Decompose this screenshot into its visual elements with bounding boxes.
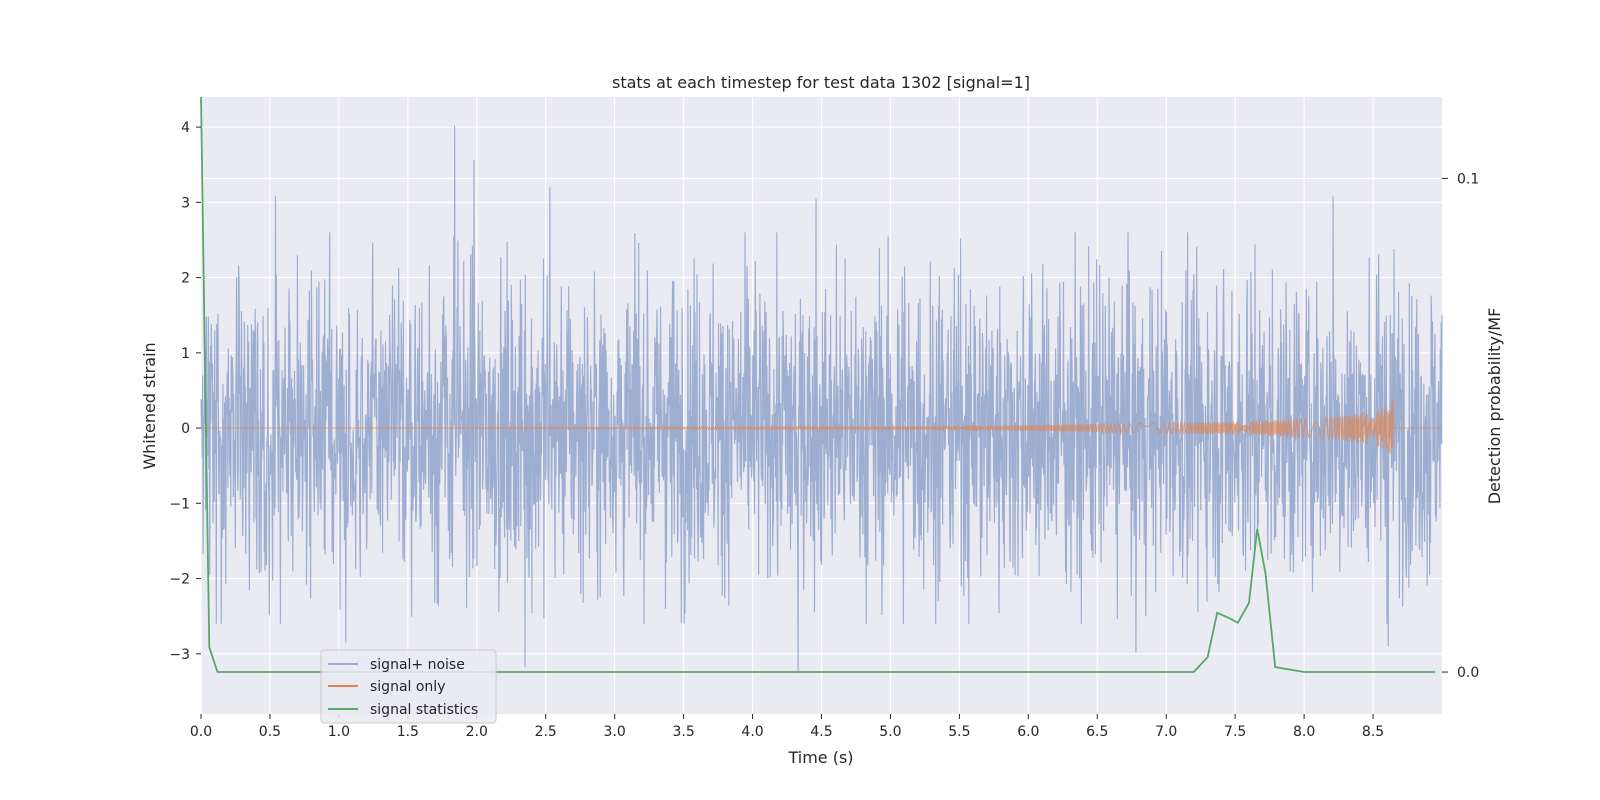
y-tick-label: 1 [181, 346, 190, 362]
x-tick-label: 7.5 [1224, 724, 1246, 740]
y2-axis-label: Detection probability/MF [1485, 308, 1504, 505]
x-tick-label: 7.0 [1155, 724, 1177, 740]
x-axis-label: Time (s) [787, 748, 853, 767]
y2-tick-label: 0.0 [1457, 665, 1479, 681]
x-tick-label: 2.5 [535, 724, 557, 740]
legend-label-signal-noise: signal+ noise [370, 657, 465, 673]
chart-title: stats at each timestep for test data 130… [612, 73, 1030, 92]
axes: 0.0 0.5 1.0 1.5 2.0 2.5 3.0 3.5 4.0 4.5 5.0 5.5 6.0 6… [169, 120, 1479, 740]
x-tick-label: 1.0 [328, 724, 350, 740]
x-tick-label: 8.0 [1293, 724, 1315, 740]
y2-tick-label: 0.1 [1457, 171, 1479, 187]
y-tick-label: −2 [169, 572, 190, 588]
legend-frame [320, 649, 497, 724]
x-tick-label: 5.5 [948, 724, 970, 740]
y-tick-label: −3 [169, 647, 190, 663]
x-tick-label: 4.0 [741, 724, 763, 740]
x-tick-label: 3.0 [604, 724, 626, 740]
y-axis-label: Whitened strain [140, 342, 159, 469]
x-tick-label: 6.5 [1086, 724, 1108, 740]
y-tick-label: 2 [181, 271, 190, 287]
x-tick-label: 1.5 [397, 724, 419, 740]
legend-label-signal-only: signal only [370, 679, 445, 695]
x-tick-label: 0.0 [190, 724, 212, 740]
legend: signal+ noise signal only signal statist… [320, 649, 497, 724]
y-tick-label: −1 [169, 496, 190, 512]
y-tick-label: 0 [181, 421, 190, 437]
y-tick-label: 3 [181, 195, 190, 211]
series-signal-statistics-line [200, 96, 1436, 673]
x-tick-label: 8.5 [1362, 724, 1384, 740]
x-tick-label: 2.0 [466, 724, 488, 740]
y-tick-label: 4 [181, 120, 190, 136]
x-tick-label: 0.5 [259, 724, 281, 740]
x-tick-label: 4.5 [810, 724, 832, 740]
series-signal-only-line [201, 399, 1442, 454]
series-layer [200, 96, 1443, 673]
x-tick-label: 6.0 [1017, 724, 1039, 740]
legend-label-signal-statistics: signal statistics [370, 702, 478, 718]
x-tick-label: 5.0 [879, 724, 901, 740]
x-tick-label: 3.5 [672, 724, 694, 740]
